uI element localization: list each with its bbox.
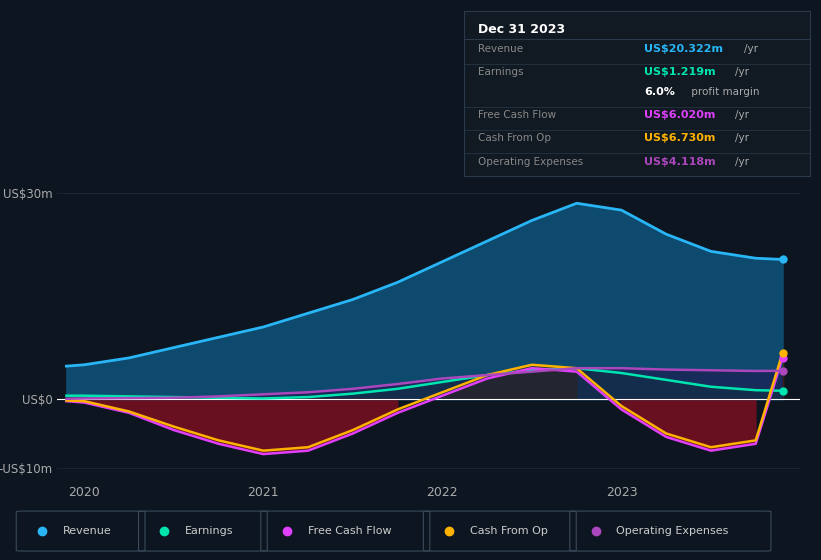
Text: US$20.322m: US$20.322m <box>644 44 723 54</box>
Text: US$6.730m: US$6.730m <box>644 133 715 143</box>
Text: /yr: /yr <box>735 157 749 166</box>
Text: Earnings: Earnings <box>478 67 523 77</box>
Text: /yr: /yr <box>735 110 749 120</box>
Text: Earnings: Earnings <box>186 526 234 535</box>
Text: US$4.118m: US$4.118m <box>644 157 716 166</box>
Text: Operating Expenses: Operating Expenses <box>617 526 729 535</box>
Text: US$1.219m: US$1.219m <box>644 67 716 77</box>
Text: Revenue: Revenue <box>63 526 112 535</box>
Text: Free Cash Flow: Free Cash Flow <box>478 110 556 120</box>
Text: Free Cash Flow: Free Cash Flow <box>308 526 391 535</box>
Text: /yr: /yr <box>735 67 749 77</box>
Text: Cash From Op: Cash From Op <box>470 526 548 535</box>
Point <box>776 366 789 375</box>
Text: Dec 31 2023: Dec 31 2023 <box>478 23 565 36</box>
Text: /yr: /yr <box>745 44 759 54</box>
Text: /yr: /yr <box>735 133 749 143</box>
Text: profit margin: profit margin <box>688 87 760 97</box>
Text: Operating Expenses: Operating Expenses <box>478 157 583 166</box>
Text: Cash From Op: Cash From Op <box>478 133 551 143</box>
Text: US$6.020m: US$6.020m <box>644 110 715 120</box>
Point <box>776 386 789 395</box>
Text: 6.0%: 6.0% <box>644 87 675 97</box>
Point <box>776 255 789 264</box>
Text: Revenue: Revenue <box>478 44 523 54</box>
Point <box>776 353 789 362</box>
Point <box>776 348 789 357</box>
